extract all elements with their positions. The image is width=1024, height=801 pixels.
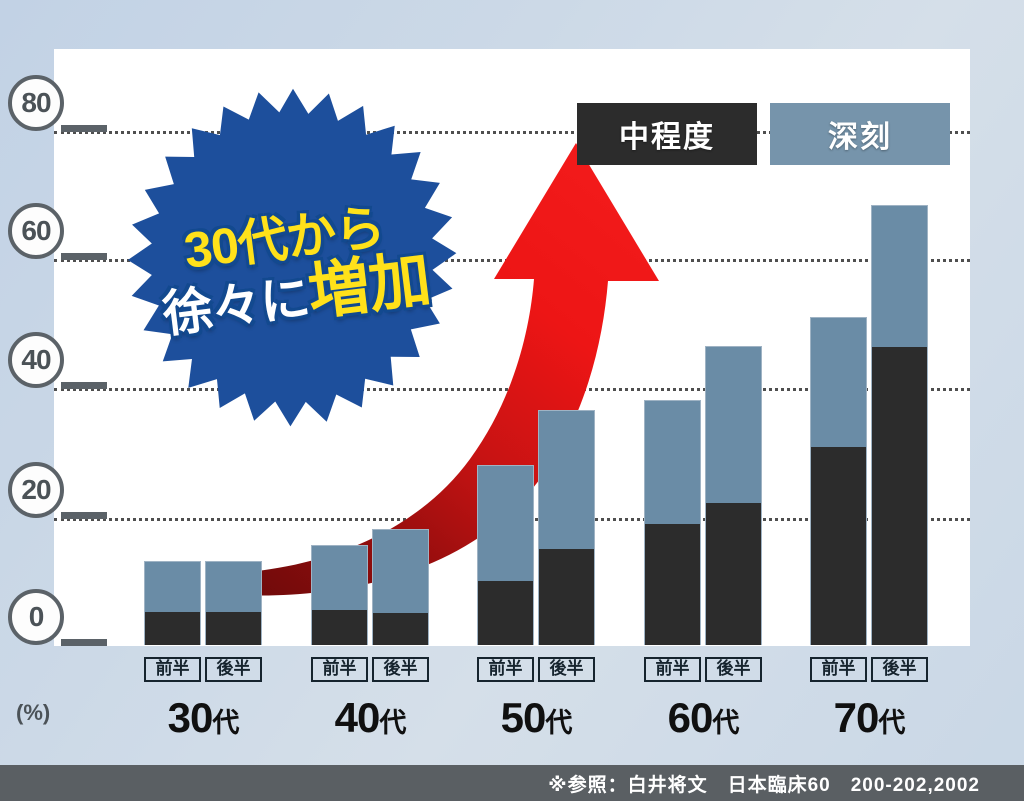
bar-30-second-severe (206, 562, 261, 613)
footer-bar: ※参照：白井将文 日本臨床60 200-202,2002 (0, 765, 1024, 801)
age-label-50-number: 50 (500, 694, 547, 741)
age-label-70: 70代 (810, 694, 928, 742)
bar-30-second (205, 561, 262, 645)
bar-50-first-severe (478, 466, 533, 582)
y-tick-40-stub (61, 381, 107, 389)
bar-50-first-moderate (478, 581, 533, 645)
bar-60-second-moderate (706, 503, 761, 645)
bar-30-first-severe (145, 562, 200, 613)
age-label-70-suffix: 代 (878, 708, 905, 738)
bar-50-second (538, 410, 595, 645)
source-citation: ※参照：白井将文 日本臨床60 200-202,2002 (548, 774, 980, 796)
gridline-80 (54, 131, 970, 134)
y-tick-20-label: 20 (8, 462, 64, 518)
half-label-30-second: 後半 (205, 657, 262, 682)
bar-60-first-moderate (645, 523, 700, 645)
bar-70-first (810, 317, 867, 645)
starburst-badge-icon (127, 88, 457, 427)
half-label-40-first: 前半 (311, 657, 368, 682)
bar-40-second-moderate (373, 613, 428, 645)
y-axis-unit-label: (%) (16, 700, 51, 725)
bar-70-first-severe (811, 318, 866, 447)
bar-30-first-moderate (145, 612, 200, 645)
bar-50-second-severe (539, 411, 594, 550)
legend-item-moderate: 中程度 (577, 103, 757, 165)
bar-60-first (644, 400, 701, 645)
y-tick-0-label: 0 (8, 589, 64, 645)
half-label-30-first: 前半 (144, 657, 201, 682)
y-tick-60-stub (61, 252, 107, 260)
half-label-50-first: 前半 (477, 657, 534, 682)
age-label-30-number: 30 (167, 694, 214, 741)
y-tick-0-stub (61, 638, 107, 646)
age-label-40-number: 40 (334, 694, 381, 741)
bar-50-first (477, 465, 534, 645)
bar-40-second (372, 529, 429, 645)
y-tick-20-stub (61, 511, 107, 519)
half-label-60-second: 後半 (705, 657, 762, 682)
age-label-50: 50代 (477, 694, 595, 742)
bar-70-second-moderate (872, 346, 927, 645)
half-label-50-second: 後半 (538, 657, 595, 682)
bar-70-first-moderate (811, 446, 866, 645)
age-label-30-suffix: 代 (212, 708, 239, 738)
callout-line-2-white: 徐々に (159, 269, 313, 343)
half-label-60-first: 前半 (644, 657, 701, 682)
age-label-50-suffix: 代 (545, 708, 572, 738)
y-tick-80-label: 80 (8, 75, 64, 131)
age-label-30: 30代 (144, 694, 262, 742)
age-label-70-number: 70 (833, 694, 880, 741)
bar-40-second-severe (373, 530, 428, 614)
age-label-40-suffix: 代 (379, 708, 406, 738)
bar-40-first-moderate (312, 610, 367, 645)
bar-70-second (871, 205, 928, 645)
bar-50-second-moderate (539, 549, 594, 645)
bar-40-first-severe (312, 546, 367, 611)
age-label-60-suffix: 代 (712, 708, 739, 738)
age-label-60-number: 60 (667, 694, 714, 741)
bar-70-second-severe (872, 206, 927, 347)
callout-line-2-yellow: 増加 (304, 244, 434, 329)
half-label-70-first: 前半 (810, 657, 867, 682)
y-tick-60-label: 60 (8, 203, 64, 259)
starburst-text-wrapper: 30代から 徐々に 増加 (87, 64, 499, 476)
bar-60-second (705, 346, 762, 645)
bar-30-second-moderate (206, 612, 261, 645)
legend-item-severe: 深刻 (770, 103, 950, 165)
age-label-40: 40代 (311, 694, 429, 742)
bar-30-first (144, 561, 201, 645)
bar-60-second-severe (706, 347, 761, 504)
half-label-70-second: 後半 (871, 657, 928, 682)
bar-60-first-severe (645, 401, 700, 524)
bar-40-first (311, 545, 368, 645)
half-label-40-second: 後半 (372, 657, 429, 682)
y-tick-80-stub (61, 124, 107, 132)
y-tick-40-label: 40 (8, 332, 64, 388)
age-label-60: 60代 (644, 694, 762, 742)
